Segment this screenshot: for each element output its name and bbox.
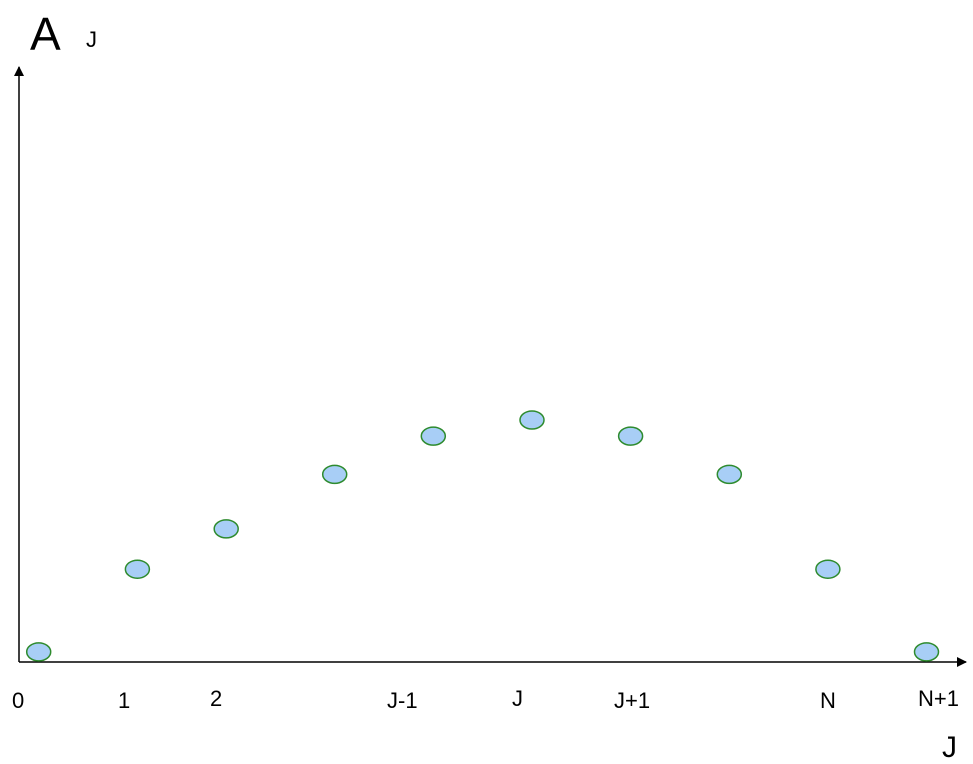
x-tick-label-0: 0 xyxy=(12,688,24,713)
x-tick-label-j-plus-1: J+1 xyxy=(614,688,650,713)
data-point-5 xyxy=(519,410,545,430)
data-point-9 xyxy=(913,642,940,662)
x-tick-labels: 0 1 2 J-1 J J+1 N N+1 xyxy=(12,686,959,713)
scatter-points xyxy=(25,410,940,662)
data-point-4 xyxy=(420,426,447,446)
x-tick-label-2: 2 xyxy=(210,686,222,711)
x-tick-label-n-plus-1: N+1 xyxy=(918,686,959,711)
data-point-1 xyxy=(124,559,151,579)
data-point-7 xyxy=(716,464,743,485)
data-point-0 xyxy=(25,642,52,662)
y-axis-title-sub: J xyxy=(86,27,97,52)
data-point-6 xyxy=(617,426,644,446)
data-point-3 xyxy=(321,464,348,485)
x-tick-label-1: 1 xyxy=(118,688,130,713)
x-tick-label-n: N xyxy=(820,688,836,713)
data-point-8 xyxy=(815,559,841,579)
x-axis-title: J xyxy=(942,731,957,764)
x-tick-label-j-minus-1: J-1 xyxy=(387,688,418,713)
y-axis-title-main: A xyxy=(30,8,61,60)
x-tick-label-j: J xyxy=(512,686,523,711)
data-point-2 xyxy=(213,519,239,539)
